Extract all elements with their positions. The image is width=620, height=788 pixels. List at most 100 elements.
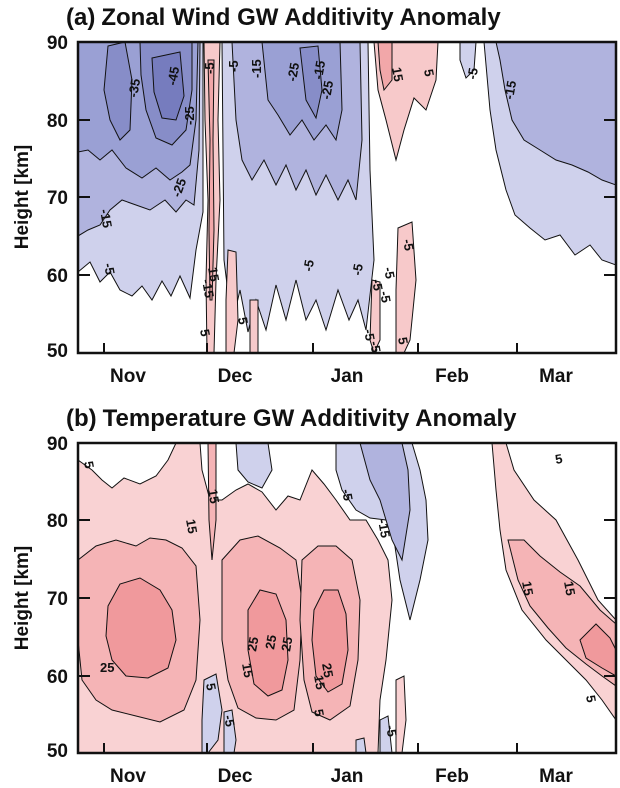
y-axis-label: Height [km] bbox=[12, 546, 33, 651]
contour-label: 5 bbox=[395, 336, 411, 346]
contour-label: -45 bbox=[164, 65, 182, 86]
region-pos-5 bbox=[395, 675, 407, 753]
region-pos-5 bbox=[207, 443, 217, 561]
y-tick-label: 50 bbox=[47, 741, 68, 762]
region-pos-15 bbox=[207, 59, 215, 301]
contour-label: 5 bbox=[583, 694, 599, 704]
region-pos-25 bbox=[247, 589, 289, 697]
contour-label: -5 bbox=[383, 724, 400, 738]
x-tick-label: Dec bbox=[218, 366, 253, 387]
y-tick-label: 70 bbox=[47, 589, 68, 610]
panel-b-y-axis: 90 80 70 60 50 Height [km] bbox=[12, 434, 616, 762]
contour-label: -5 bbox=[377, 290, 394, 304]
y-tick-label: 80 bbox=[47, 511, 68, 532]
panel-a: 90 80 70 60 50 Height [km] Nov Dec Jan F… bbox=[12, 33, 618, 387]
contour-label: 15 bbox=[205, 488, 222, 505]
panel-b: 90 80 70 60 50 Height [km] Nov Dec Jan F… bbox=[12, 434, 618, 787]
contour-label: 5 bbox=[554, 451, 564, 467]
region-pos-5 bbox=[225, 249, 239, 353]
y-tick-label: 80 bbox=[47, 111, 68, 132]
y-tick-label: 60 bbox=[47, 667, 68, 688]
region-neg-5 bbox=[201, 673, 223, 753]
contour-label: -5 bbox=[464, 67, 481, 81]
contour-label: 5 bbox=[197, 328, 213, 338]
region-pos-25 bbox=[105, 577, 177, 679]
contour-label: -15 bbox=[199, 278, 217, 299]
contour-label: 15 bbox=[183, 518, 200, 535]
contour-label: -25 bbox=[318, 79, 336, 100]
contour-label: -5 bbox=[349, 263, 366, 277]
contour-label: -15 bbox=[249, 59, 264, 78]
contour-label: 25 bbox=[100, 660, 114, 675]
y-tick-label: 70 bbox=[47, 188, 68, 209]
contour-label: -25 bbox=[284, 61, 302, 82]
contour-label: -5 bbox=[339, 488, 356, 502]
region-pos-5 bbox=[249, 299, 259, 353]
contour-label: -25 bbox=[182, 106, 197, 125]
x-tick-label: Mar bbox=[539, 366, 573, 387]
contour-label: 15 bbox=[239, 662, 256, 679]
contour-label: 15 bbox=[389, 66, 406, 83]
contour-label: -5 bbox=[369, 278, 386, 292]
contour-label: -5 bbox=[221, 714, 238, 728]
region-pos-25 bbox=[311, 589, 349, 693]
x-tick-label: Mar bbox=[539, 766, 573, 787]
contour-label: -5 bbox=[202, 62, 217, 74]
contour-label: -15 bbox=[375, 518, 393, 539]
region-neg-5 bbox=[459, 42, 477, 79]
contour-label: 15 bbox=[311, 674, 328, 691]
x-tick-label: Nov bbox=[110, 366, 146, 387]
region-neg-5 bbox=[379, 715, 393, 753]
y-axis-label: Height [km] bbox=[12, 145, 33, 250]
region-neg-35 bbox=[299, 45, 323, 120]
panel-a-title: (a) Zonal Wind GW Additivity Anomaly bbox=[66, 4, 501, 32]
contour-label: 5 bbox=[203, 682, 219, 692]
panel-a-contour-labels: -35 -45 -5 -15 -25 -5 -5 -15 -25 -15 -25… bbox=[97, 59, 519, 354]
contour-label: 25 bbox=[262, 634, 279, 651]
contour-label: 5 bbox=[81, 460, 97, 470]
panel-b-x-axis: Nov Dec Jan Feb Mar bbox=[103, 743, 573, 787]
contour-label: -5 bbox=[361, 328, 378, 342]
contour-label: 25 bbox=[278, 636, 295, 653]
region-neg-5 bbox=[235, 443, 273, 489]
contour-label: -5 bbox=[367, 340, 384, 354]
contour-label: -15 bbox=[97, 208, 115, 229]
region-pos-25 bbox=[579, 623, 616, 677]
panel-b-tag: (b) bbox=[66, 405, 97, 432]
contour-label: -15 bbox=[501, 79, 519, 100]
contour-label: -5 bbox=[101, 262, 118, 276]
region-pos-5 bbox=[395, 221, 417, 353]
y-tick-label: 60 bbox=[47, 266, 68, 287]
region-neg-5 bbox=[223, 709, 237, 753]
region-neg-15 bbox=[495, 42, 616, 186]
contour-label: -5 bbox=[300, 259, 317, 273]
region-pos-5 bbox=[369, 279, 381, 353]
contour-label: 25 bbox=[319, 662, 336, 679]
panel-b-title-text: Temperature GW Additivity Anomaly bbox=[102, 405, 517, 432]
y-tick-label: 50 bbox=[47, 341, 68, 362]
contour-label: -15 bbox=[310, 59, 328, 80]
region-pos-15 bbox=[377, 42, 393, 92]
panel-a-title-text: Zonal Wind GW Additivity Anomaly bbox=[101, 4, 501, 31]
region-neg-5 bbox=[355, 737, 367, 753]
x-tick-label: Feb bbox=[435, 366, 469, 387]
panel-b-title: (b) Temperature GW Additivity Anomaly bbox=[66, 405, 517, 433]
panel-a-y-axis: 90 80 70 60 50 Height [km] bbox=[12, 33, 616, 362]
contour-label: 25 bbox=[244, 636, 261, 653]
contour-label: -5 bbox=[226, 60, 241, 72]
region-neg-45 bbox=[151, 51, 185, 121]
contour-label: -5 bbox=[381, 266, 398, 280]
panel-a-tag: (a) bbox=[66, 4, 96, 31]
x-tick-label: Dec bbox=[218, 766, 253, 787]
contour-label: 15 bbox=[205, 266, 222, 283]
y-tick-label: 90 bbox=[47, 33, 68, 54]
contour-label: 15 bbox=[561, 580, 578, 597]
x-tick-label: Jan bbox=[331, 766, 364, 787]
contour-label: -5 bbox=[400, 238, 417, 252]
y-tick-label: 90 bbox=[47, 434, 68, 455]
contour-label: 5 bbox=[311, 708, 327, 718]
x-tick-label: Feb bbox=[435, 766, 469, 787]
contour-label: 15 bbox=[519, 580, 536, 597]
contour-label: 5 bbox=[235, 316, 251, 326]
